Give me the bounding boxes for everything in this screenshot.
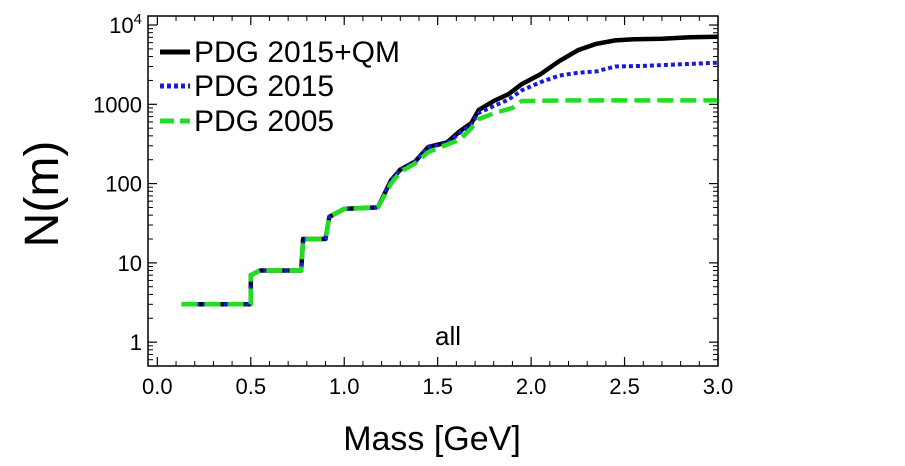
x-axis-title: Mass [GeV] [343,420,521,458]
y-tick-label: 1 [130,330,142,355]
plot-series [181,34,719,307]
x-tick-label: 1.0 [329,374,360,399]
annotation-label: all [435,321,461,351]
axis-ticks: 0.0 0.5 1.0 1.5 2.0 2.5 3.0 1 10 100 1000 104 [93,11,733,399]
y-tick-label: 1000 [93,92,142,117]
legend-label-pdg2005: PDG 2005 [194,105,334,138]
series-line-pdg-2005 [181,98,718,307]
legend-label-pdg2015: PDG 2015 [194,70,334,103]
x-tick-label: 1.5 [422,374,453,399]
x-tick-label: 2.0 [516,374,547,399]
x-tick-label: 0.0 [142,374,173,399]
y-axis-title: N(m) [16,141,69,248]
y-tick-label: 100 [105,172,142,197]
y-tick-label: 104 [109,11,142,38]
x-tick-label: 3.0 [703,374,734,399]
y-tick-label: 10 [118,251,142,276]
legend-label-pdg2015qm: PDG 2015+QM [194,36,400,69]
legend: PDG 2015+QM PDG 2015 PDG 2005 [160,36,400,138]
x-tick-label: 0.5 [235,374,266,399]
x-tick-label: 2.5 [609,374,640,399]
